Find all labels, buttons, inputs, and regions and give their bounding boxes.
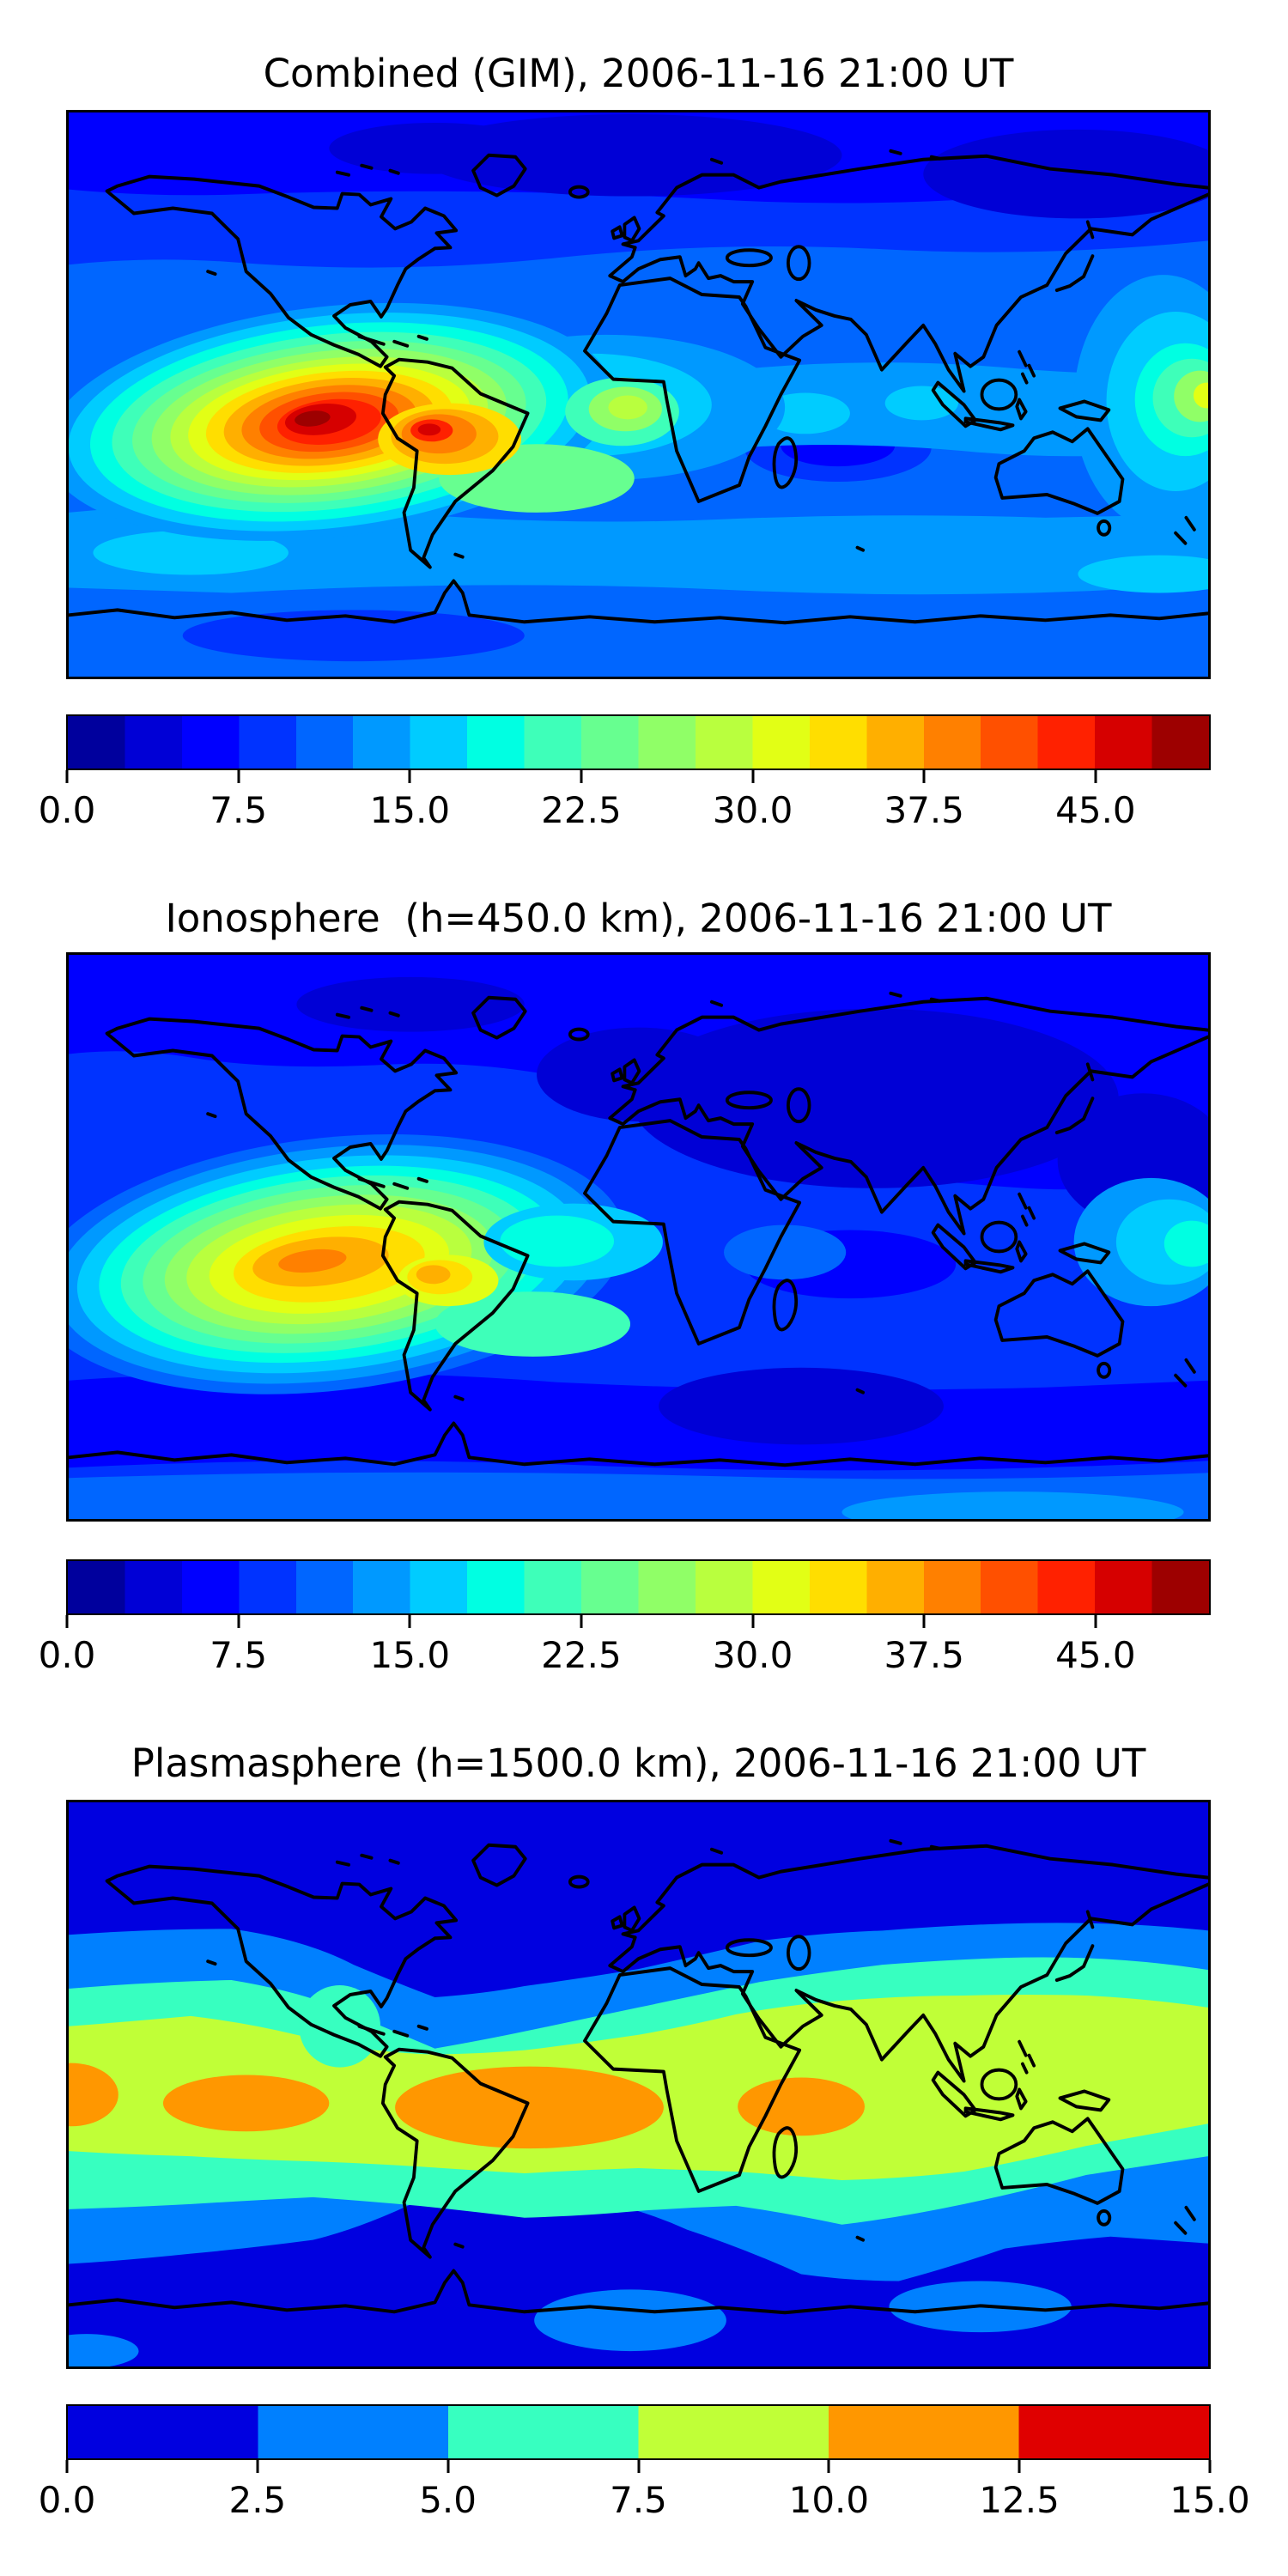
panel2-title: Ionosphere (h=450.0 km), 2006-11-16 21:0…	[165, 896, 1112, 941]
colorbar-tick-label: 5.0	[419, 2479, 477, 2521]
colorbar-tick-mark	[256, 2460, 259, 2473]
colorbar-tick-label: 30.0	[712, 1634, 793, 1676]
colorbar-tick-mark	[408, 770, 411, 783]
colorbar-tick-mark	[65, 770, 69, 783]
panel3-title: Plasmasphere (h=1500.0 km), 2006-11-16 2…	[131, 1741, 1146, 1786]
panel2-colorbar	[66, 1559, 1211, 1615]
mid-atlantic-enhancement	[565, 377, 679, 447]
colorbar-tick-label: 37.5	[884, 1634, 965, 1676]
colorbar-tick-label: 37.5	[884, 789, 965, 831]
colorbar-tick-mark	[1018, 2460, 1021, 2473]
colorbar-tick-mark	[1208, 2460, 1212, 2473]
colorbar-tick-mark	[751, 770, 755, 783]
west-pacific-enhancement	[1073, 275, 1208, 532]
colorbar-tick-label: 22.5	[541, 1634, 622, 1676]
panel1-title: Combined (GIM), 2006-11-16 21:00 UT	[263, 51, 1014, 96]
panel3-colorbar-ticks: 0.0 2.5 5.0 7.5 10.0 12.5 15.0	[39, 2460, 1250, 2555]
colorbar-tick-mark	[237, 1615, 240, 1628]
colorbar-tick-mark	[580, 1615, 583, 1628]
colorbar-tick-mark	[237, 770, 240, 783]
colorbar-tick-mark	[637, 2460, 640, 2473]
contour-fills-plasmasphere	[69, 1802, 1208, 2366]
colorbar-tick-mark	[1094, 1615, 1097, 1628]
colorbar-tick-mark	[65, 2460, 69, 2473]
mid-atlantic-enhancement	[483, 1203, 663, 1281]
colorbar-tick-label: 15.0	[369, 1634, 451, 1676]
colorbar-tick-mark	[827, 2460, 830, 2473]
colorbar-tick-label: 0.0	[38, 789, 96, 831]
colorbar-tick-label: 7.5	[210, 789, 268, 831]
panel2-colorbar-ticks: 0.0 7.5 15.0 22.5 30.0 37.5 45.0	[39, 1615, 1210, 1710]
colorbar-tick-label: 0.0	[38, 1634, 96, 1676]
colorbar-tick-mark	[408, 1615, 411, 1628]
world-map-contour-combined	[69, 112, 1208, 677]
colorbar-tick-label: 10.0	[788, 2479, 870, 2521]
colorbar-tick-mark	[751, 1615, 755, 1628]
colorbar-tick-mark	[65, 1615, 69, 1628]
contour-fills-combined	[69, 112, 1208, 677]
colorbar-tick-label: 7.5	[610, 2479, 667, 2521]
colorbar-tick-label: 0.0	[38, 2479, 96, 2521]
colorbar-tick-label: 15.0	[369, 789, 451, 831]
panel3-colorbar	[66, 2404, 1211, 2460]
panel2-map	[66, 952, 1211, 1522]
world-map-contour-ionosphere	[69, 955, 1208, 1519]
colorbar-tick-label: 7.5	[210, 1634, 268, 1676]
colorbar-tick-label: 30.0	[712, 789, 793, 831]
peru-secondary-maximum	[397, 1255, 499, 1307]
plasmasphere-orange-cores	[69, 2063, 866, 2149]
panel3-map	[66, 1800, 1211, 2369]
colorbar-tick-mark	[580, 770, 583, 783]
colorbar-tick-mark	[922, 770, 926, 783]
panel1-map	[66, 110, 1211, 679]
colorbar-tick-label: 45.0	[1055, 789, 1136, 831]
world-map-contour-plasmasphere	[69, 1802, 1208, 2366]
colorbar-tick-label: 22.5	[541, 789, 622, 831]
panel1-colorbar-ticks: 0.0 7.5 15.0 22.5 30.0 37.5 45.0	[39, 770, 1210, 865]
colorbar-tick-label: 45.0	[1055, 1634, 1136, 1676]
panel1-colorbar	[66, 714, 1211, 770]
colorbar-tick-mark	[922, 1615, 926, 1628]
west-pacific-enhancement	[1073, 1177, 1208, 1307]
colorbar-tick-label: 15.0	[1170, 2479, 1250, 2521]
colorbar-tick-label: 12.5	[979, 2479, 1060, 2521]
contour-fills-ionosphere	[69, 955, 1208, 1519]
colorbar-tick-mark	[447, 2460, 450, 2473]
colorbar-tick-label: 2.5	[228, 2479, 287, 2521]
colorbar-tick-mark	[1094, 770, 1097, 783]
